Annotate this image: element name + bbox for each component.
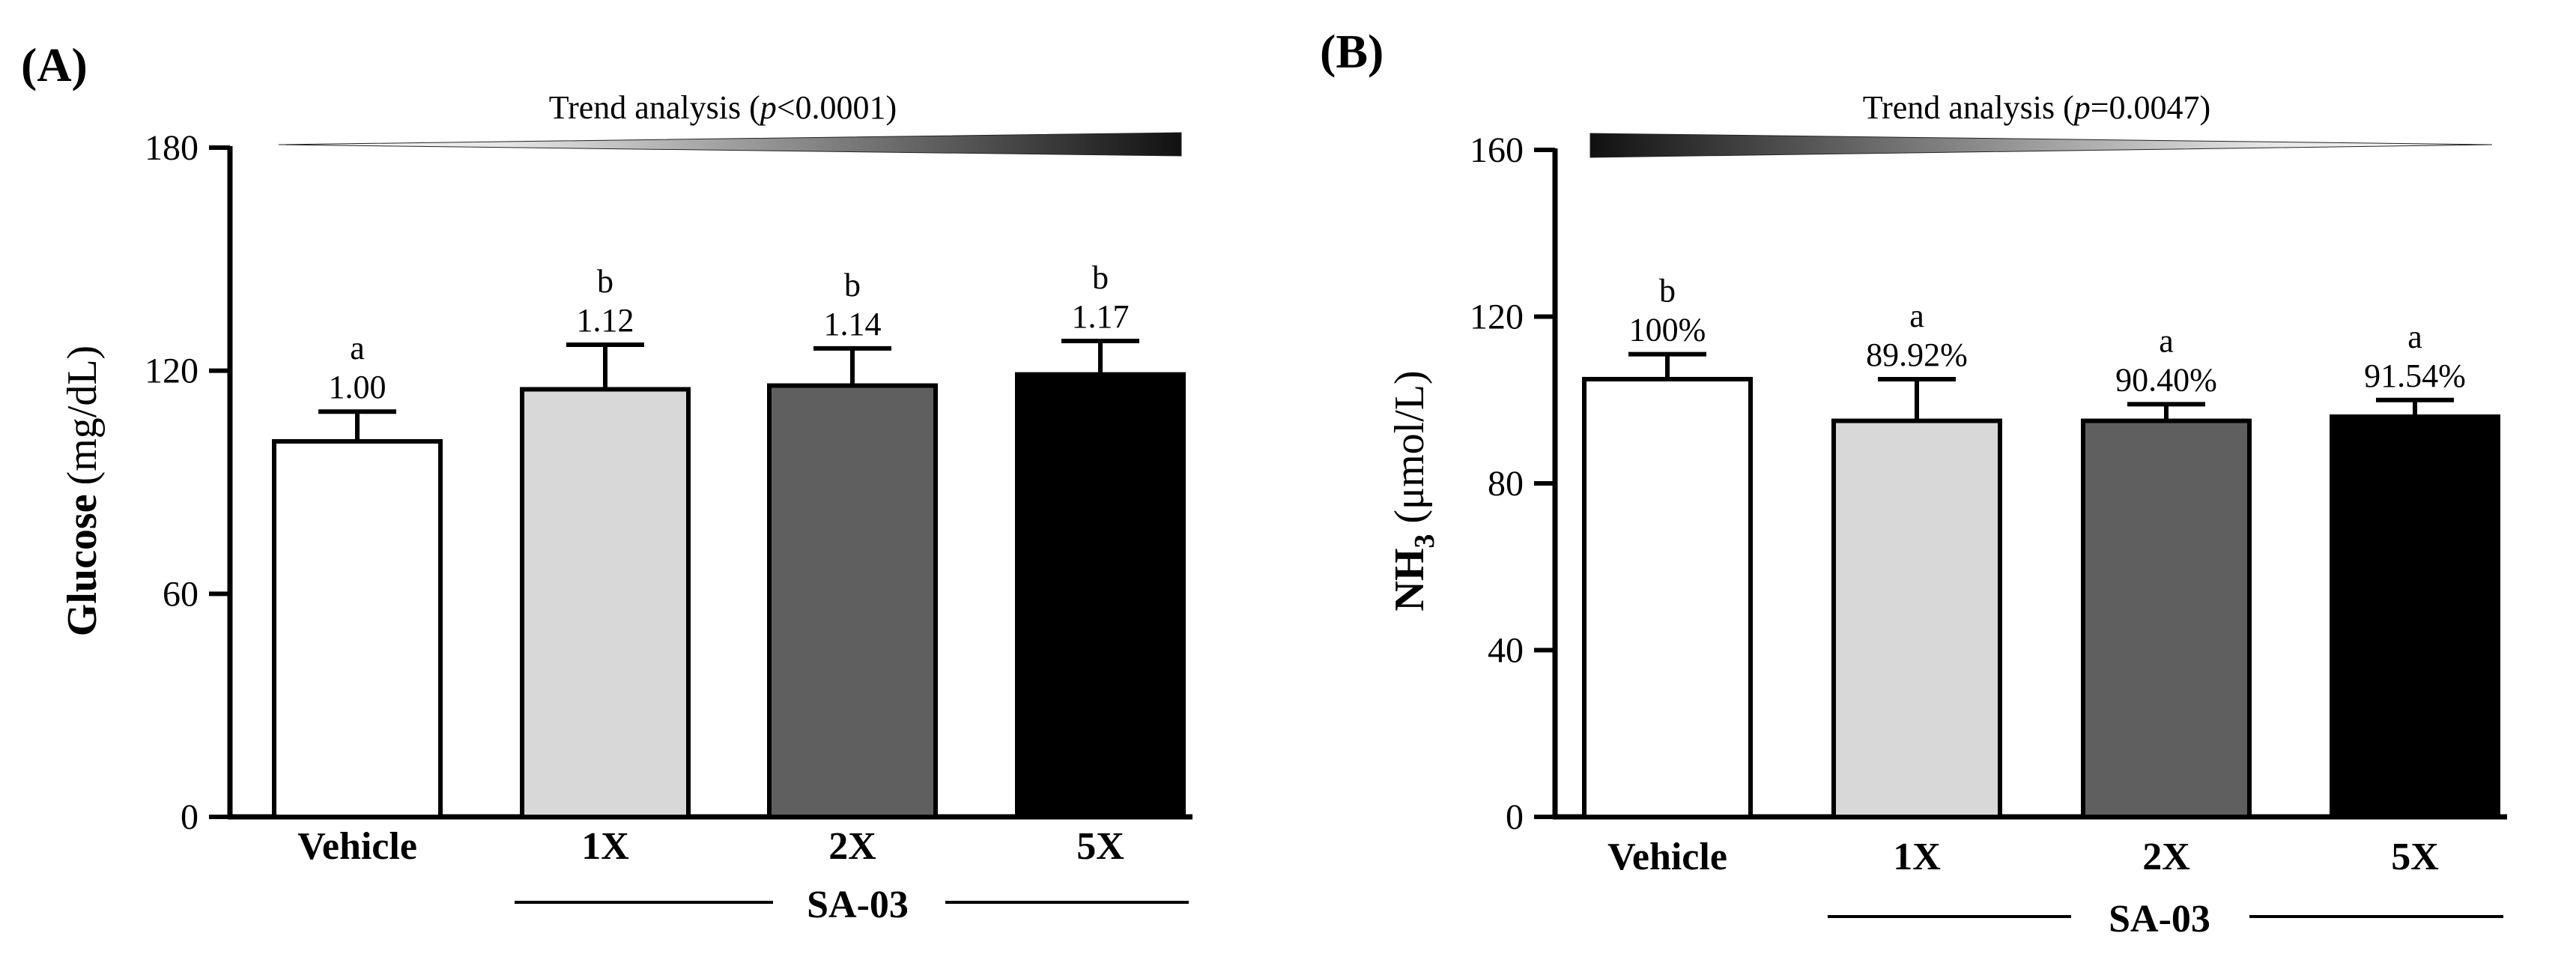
panel-a-y-tick-label: 180 bbox=[145, 128, 198, 168]
panel-a-y-tick-label: 120 bbox=[145, 351, 198, 391]
panel-b-y-tick-label: 160 bbox=[1470, 130, 1524, 170]
panel-a-trend-label: Trend analysis (p<0.0001) bbox=[549, 89, 897, 126]
panel-b-group-label: SA-03 bbox=[2109, 898, 2210, 941]
panel-a-value-label: 1.14 bbox=[824, 306, 882, 342]
panel-a-x-tick-label: 5X bbox=[1076, 825, 1124, 868]
panel-a-group-label: SA-03 bbox=[807, 884, 909, 926]
panel-a-bar bbox=[272, 438, 443, 820]
panel-a-y-tick-label: 60 bbox=[163, 574, 198, 614]
panel-b-trend-label: Trend analysis (p=0.0047) bbox=[1863, 89, 2210, 126]
panel-a-y-tick-label: 0 bbox=[181, 797, 198, 837]
panel-a-chart: (A) Trend analysis (p<0.0001) Glucose(mg… bbox=[21, 38, 1192, 926]
panel-a-y-axis-label: Glucose(mg/dL) bbox=[59, 345, 106, 636]
panel-b-significance-letter: a bbox=[2407, 319, 2422, 355]
panel-b-label: (B) bbox=[1320, 25, 1384, 78]
panel-b-value-label: 91.54% bbox=[2364, 357, 2466, 394]
panel-a-value-label: 1.12 bbox=[577, 302, 634, 339]
panel-a-x-tick-label: 2X bbox=[828, 825, 876, 868]
svg-text:Glucose(mg/dL): Glucose(mg/dL) bbox=[59, 345, 106, 636]
panel-b-bar bbox=[2330, 414, 2500, 819]
panel-a-value-label: 1.00 bbox=[329, 369, 387, 405]
panel-b-trend-wedge bbox=[1589, 133, 2493, 158]
panel-b-x-tick-label: 5X bbox=[2391, 836, 2439, 878]
panel-a-bar bbox=[767, 383, 938, 819]
panel-a-bar bbox=[520, 387, 691, 819]
panel-a-value-label: 1.17 bbox=[1072, 298, 1130, 335]
panel-b-significance-letter: a bbox=[1909, 298, 1924, 334]
panel-b-bar bbox=[2081, 418, 2252, 819]
panel-b-y-tick-label: 0 bbox=[1506, 797, 1524, 837]
panel-b-value-label: 89.92% bbox=[1866, 336, 1968, 373]
panel-a-x-tick-label: Vehicle bbox=[297, 825, 417, 868]
panel-b-chart: (B) Trend analysis (p=0.0047) NH3 (μmol/… bbox=[1320, 25, 2507, 941]
panel-a-x-tick-label: 1X bbox=[581, 825, 629, 868]
panel-a-bar bbox=[1015, 372, 1186, 819]
panel-a-significance-letter: a bbox=[350, 330, 365, 366]
panel-b-significance-letter: a bbox=[2159, 322, 2174, 359]
panel-b-bar bbox=[1831, 418, 2002, 819]
panel-b-significance-letter: b bbox=[1659, 273, 1676, 310]
panel-b-value-label: 100% bbox=[1629, 312, 1706, 348]
panel-a-significance-letter: b bbox=[1092, 259, 1109, 296]
panel-b-x-tick-label: 1X bbox=[1893, 836, 1941, 878]
panel-a-significance-letter: b bbox=[844, 267, 861, 304]
panel-b-y-tick-label: 80 bbox=[1488, 464, 1524, 504]
panel-b-x-tick-label: 2X bbox=[2142, 836, 2190, 878]
panel-b-bar bbox=[1582, 376, 1753, 819]
panel-b-y-tick-label: 120 bbox=[1470, 298, 1524, 337]
panel-b-y-axis-label: NH3 (μmol/L) bbox=[1387, 370, 1440, 611]
panel-b-y-tick-label: 40 bbox=[1488, 631, 1524, 671]
panel-a-label: (A) bbox=[21, 38, 88, 91]
panel-b-value-label: 90.40% bbox=[2115, 361, 2217, 398]
panel-a-significance-letter: b bbox=[597, 263, 613, 300]
svg-text:NH3 (μmol/L): NH3 (μmol/L) bbox=[1387, 370, 1440, 611]
panel-b-x-tick-label: Vehicle bbox=[1607, 836, 1727, 878]
panel-a-trend-wedge bbox=[278, 132, 1182, 157]
